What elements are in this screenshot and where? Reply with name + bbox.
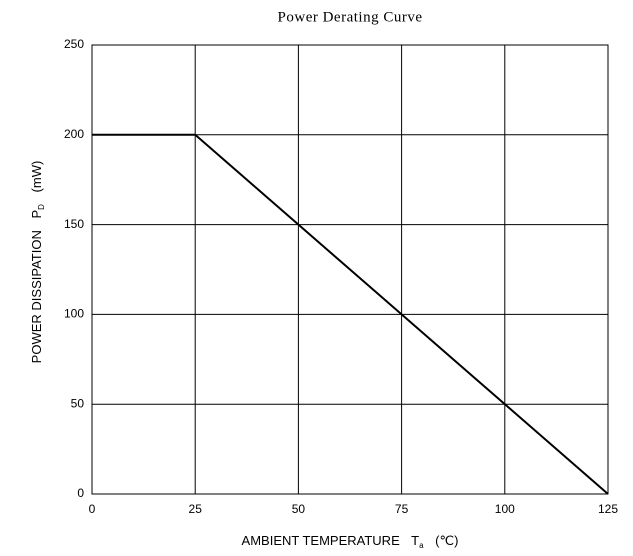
x-label-sub: a	[419, 541, 424, 550]
y-label-symbol: P	[29, 210, 44, 219]
y-tick-label: 250	[64, 37, 84, 51]
y-tick-label: 0	[77, 486, 84, 500]
y-label-sub: D	[37, 204, 46, 210]
x-tick-label: 25	[189, 502, 203, 516]
y-tick-label: 150	[64, 217, 84, 231]
x-label-symbol: T	[411, 533, 419, 548]
y-label-unit: (mW)	[29, 161, 44, 193]
y-tick-label: 50	[71, 396, 85, 410]
x-label-unit: (℃)	[435, 533, 458, 548]
x-tick-label: 50	[292, 502, 306, 516]
y-tick-label: 100	[64, 307, 84, 321]
chart-title: Power Derating Curve	[278, 9, 423, 25]
y-label-text: POWER DISSIPATION	[29, 230, 44, 363]
x-tick-label: 125	[598, 502, 618, 516]
x-tick-label: 100	[495, 502, 515, 516]
x-label-text: AMBIENT TEMPERATURE	[242, 533, 401, 548]
x-tick-label: 75	[395, 502, 409, 516]
data-line	[92, 133, 609, 495]
x-axis-label: AMBIENT TEMPERATURE Ta (℃)	[242, 533, 459, 552]
y-axis-label: POWER DISSIPATION PD (mW)	[29, 161, 48, 364]
y-tick-label: 200	[64, 127, 84, 141]
x-tick-label: 0	[89, 502, 96, 516]
